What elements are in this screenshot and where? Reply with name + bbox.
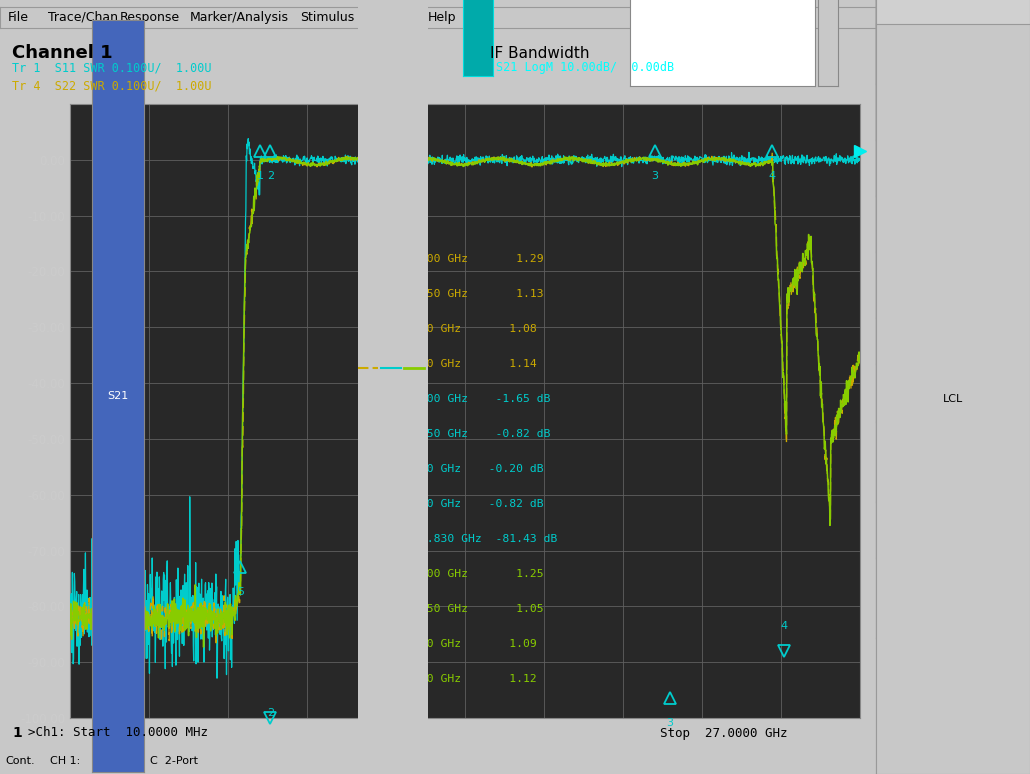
Text: More  ►: More ►	[927, 193, 978, 206]
Text: 2:     6.850 GHz       1.13: 2: 6.850 GHz 1.13	[358, 289, 544, 300]
Text: Transform: Transform	[920, 285, 986, 297]
Text: S21 LogM 10.00dB/  0.00dB: S21 LogM 10.00dB/ 0.00dB	[496, 61, 674, 74]
Text: *    IF
Bandwidth: * IF Bandwidth	[918, 141, 989, 169]
Text: Response: Response	[121, 11, 180, 24]
Text: 4:   24.000 GHz    -0.82 dB: 4: 24.000 GHz -0.82 dB	[358, 499, 544, 509]
Text: 2:     6.850 GHz       1.05: 2: 6.850 GHz 1.05	[358, 604, 544, 615]
Text: 4: 4	[781, 622, 788, 632]
Text: IF Bandwidth: IF Bandwidth	[490, 46, 589, 60]
Text: 3: 3	[652, 171, 658, 181]
Text: 3: 3	[666, 718, 674, 728]
Text: > 5:     5.830 GHz  -81.43 dB: > 5: 5.830 GHz -81.43 dB	[358, 534, 557, 544]
Text: CH 1:: CH 1:	[50, 756, 80, 766]
Text: Cont.: Cont.	[5, 756, 35, 766]
Text: Help: Help	[428, 11, 456, 24]
Text: 4:   24.000 GHz       1.14: 4: 24.000 GHz 1.14	[358, 359, 537, 369]
Text: Channel 1: Channel 1	[12, 44, 112, 62]
Text: Trace/Chan: Trace/Chan	[48, 11, 118, 24]
Text: 5: 5	[237, 587, 244, 597]
Text: 4:   24.000 GHz       1.12: 4: 24.000 GHz 1.12	[358, 674, 537, 684]
Text: File: File	[8, 11, 29, 24]
Text: 1:     6.500 GHz    -1.65 dB: 1: 6.500 GHz -1.65 dB	[358, 395, 551, 405]
Text: Tr 1  S11 SWR 0.100U/  1.00U: Tr 1 S11 SWR 0.100U/ 1.00U	[12, 61, 211, 74]
Text: 4: 4	[768, 171, 776, 181]
Text: 3:   20.000 GHz    -0.20 dB: 3: 20.000 GHz -0.20 dB	[358, 464, 544, 474]
Text: LCL: LCL	[942, 394, 963, 404]
Text: >Ch1: Start  10.0000 MHz: >Ch1: Start 10.0000 MHz	[28, 727, 208, 739]
Text: 2:     6.850 GHz    -0.82 dB: 2: 6.850 GHz -0.82 dB	[358, 430, 551, 440]
Text: 2: 2	[267, 708, 274, 718]
Text: Utility: Utility	[372, 11, 409, 24]
Text: S21: S21	[107, 391, 129, 401]
Text: 1:     6.500 GHz       1.25: 1: 6.500 GHz 1.25	[358, 570, 544, 580]
Text: 2: 2	[267, 171, 274, 181]
Text: Tr 4  S22 SWR 0.100U/  1.00U: Tr 4 S22 SWR 0.100U/ 1.00U	[12, 79, 211, 92]
Text: 1: 1	[12, 726, 22, 740]
Text: 3:   20.000 GHz       1.08: 3: 20.000 GHz 1.08	[358, 324, 537, 334]
Text: Smoothing ►: Smoothing ►	[909, 0, 996, 6]
Text: 1: 1	[256, 171, 264, 181]
Text: 3:   20.000 GHz       1.09: 3: 20.000 GHz 1.09	[358, 639, 537, 649]
Text: 1:     6.500 GHz       1.29: 1: 6.500 GHz 1.29	[358, 255, 544, 265]
Text: C  2-Port: C 2-Port	[150, 756, 198, 766]
Text: Marker/Analysis: Marker/Analysis	[190, 11, 289, 24]
Text: Stop  27.0000 GHz: Stop 27.0000 GHz	[660, 727, 788, 739]
Text: Stimulus: Stimulus	[300, 11, 354, 24]
